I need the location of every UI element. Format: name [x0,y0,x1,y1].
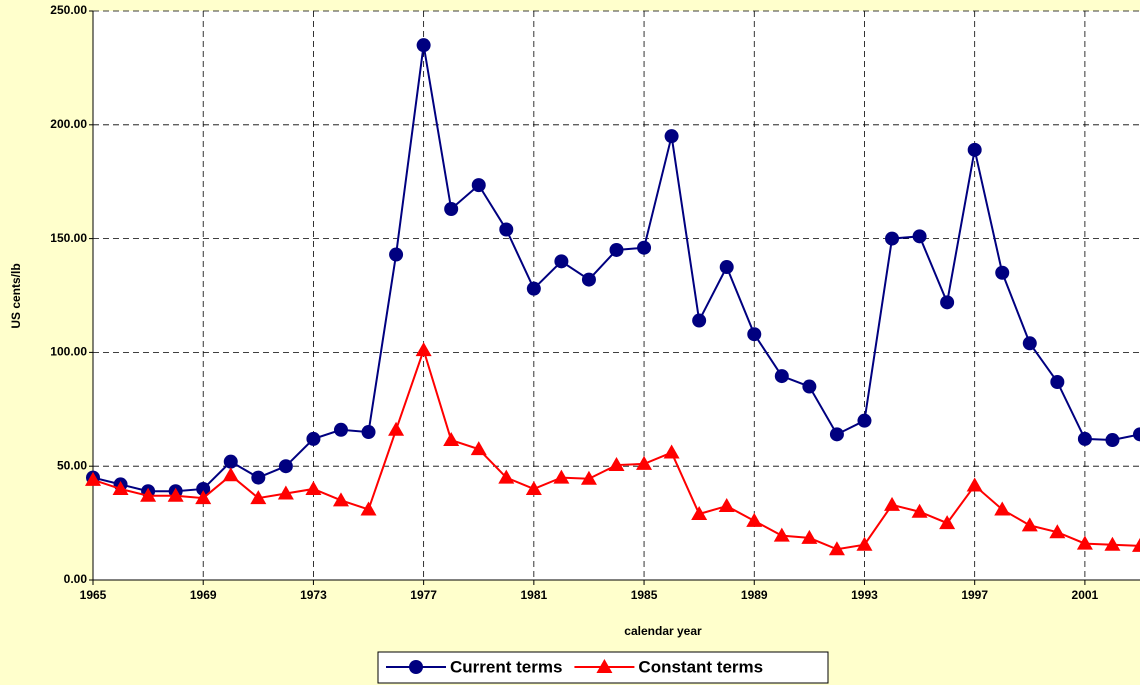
marker [306,431,321,446]
marker [1077,431,1092,446]
marker [692,313,707,328]
x-tick-label: 1993 [851,588,878,602]
y-tick-label: 200.00 [50,117,87,131]
marker [801,529,818,544]
marker [140,487,157,502]
marker [884,496,901,511]
marker [443,432,460,447]
marker [553,469,570,484]
marker [250,490,267,505]
marker [802,379,817,394]
x-axis-title: calendar year [624,624,702,638]
marker [774,369,789,384]
legend-label: Constant terms [638,657,763,676]
marker [580,470,597,485]
x-tick-label: 1997 [961,588,988,602]
marker [554,254,569,269]
marker [828,541,845,556]
marker [885,231,900,246]
marker [1022,336,1037,351]
marker [939,515,956,530]
marker [167,487,184,502]
x-tick-label: 1969 [190,588,217,602]
marker [85,471,101,486]
y-axis-title: US cents/lb [9,263,23,328]
marker [278,459,293,474]
marker [663,444,680,459]
marker [637,240,652,255]
marker [498,469,515,484]
marker [196,481,211,496]
marker [691,505,708,520]
plot-area [93,11,1140,580]
marker [1105,433,1120,448]
marker [718,498,735,513]
marker [719,260,734,275]
marker [911,503,928,518]
marker [967,142,982,157]
x-tick-label: 1989 [741,588,768,602]
marker [940,295,955,310]
marker [223,454,238,469]
x-tick-label: 1977 [410,588,437,602]
marker [966,477,983,492]
marker [856,536,873,551]
marker [332,492,349,507]
marker [636,455,653,470]
marker [1049,524,1066,539]
marker [1133,427,1140,442]
marker [773,527,790,542]
marker [912,229,927,244]
marker [277,485,294,500]
x-tick-label: 2001 [1072,588,1099,602]
marker [995,265,1010,280]
marker [1076,535,1093,550]
marker [112,480,129,495]
marker [388,421,405,436]
marker [415,342,432,357]
marker [994,501,1011,516]
marker [1132,537,1140,552]
marker [333,422,348,437]
marker [526,281,541,296]
x-tick-label: 1973 [300,588,327,602]
marker [305,480,322,495]
marker [1104,536,1121,551]
x-tick-label: 1965 [80,588,107,602]
marker [1021,517,1038,532]
marker [829,427,844,442]
marker [360,501,377,516]
marker [609,242,624,257]
marker [664,129,679,144]
marker [389,247,404,262]
legend-marker [409,660,423,674]
x-tick-label: 1985 [631,588,658,602]
marker [222,467,239,482]
marker [251,470,266,485]
marker [608,457,625,472]
marker [857,413,872,428]
marker [581,272,596,287]
marker [525,480,542,495]
marker [416,38,431,53]
x-tick-label: 1981 [520,588,547,602]
marker [1050,374,1065,389]
marker [471,178,486,193]
y-tick-label: 50.00 [57,458,87,472]
marker [746,512,763,527]
legend-marker [596,659,613,673]
marker [361,425,376,440]
marker [444,202,459,217]
y-tick-label: 0.00 [64,572,88,586]
legend-label: Current terms [450,657,562,676]
y-tick-label: 100.00 [50,345,87,359]
y-tick-label: 250.00 [50,3,87,17]
marker [470,441,487,456]
y-tick-label: 150.00 [50,231,87,245]
legend: Current terms Constant terms [377,651,829,684]
marker [747,327,762,342]
marker [195,490,212,505]
marker [499,222,514,237]
